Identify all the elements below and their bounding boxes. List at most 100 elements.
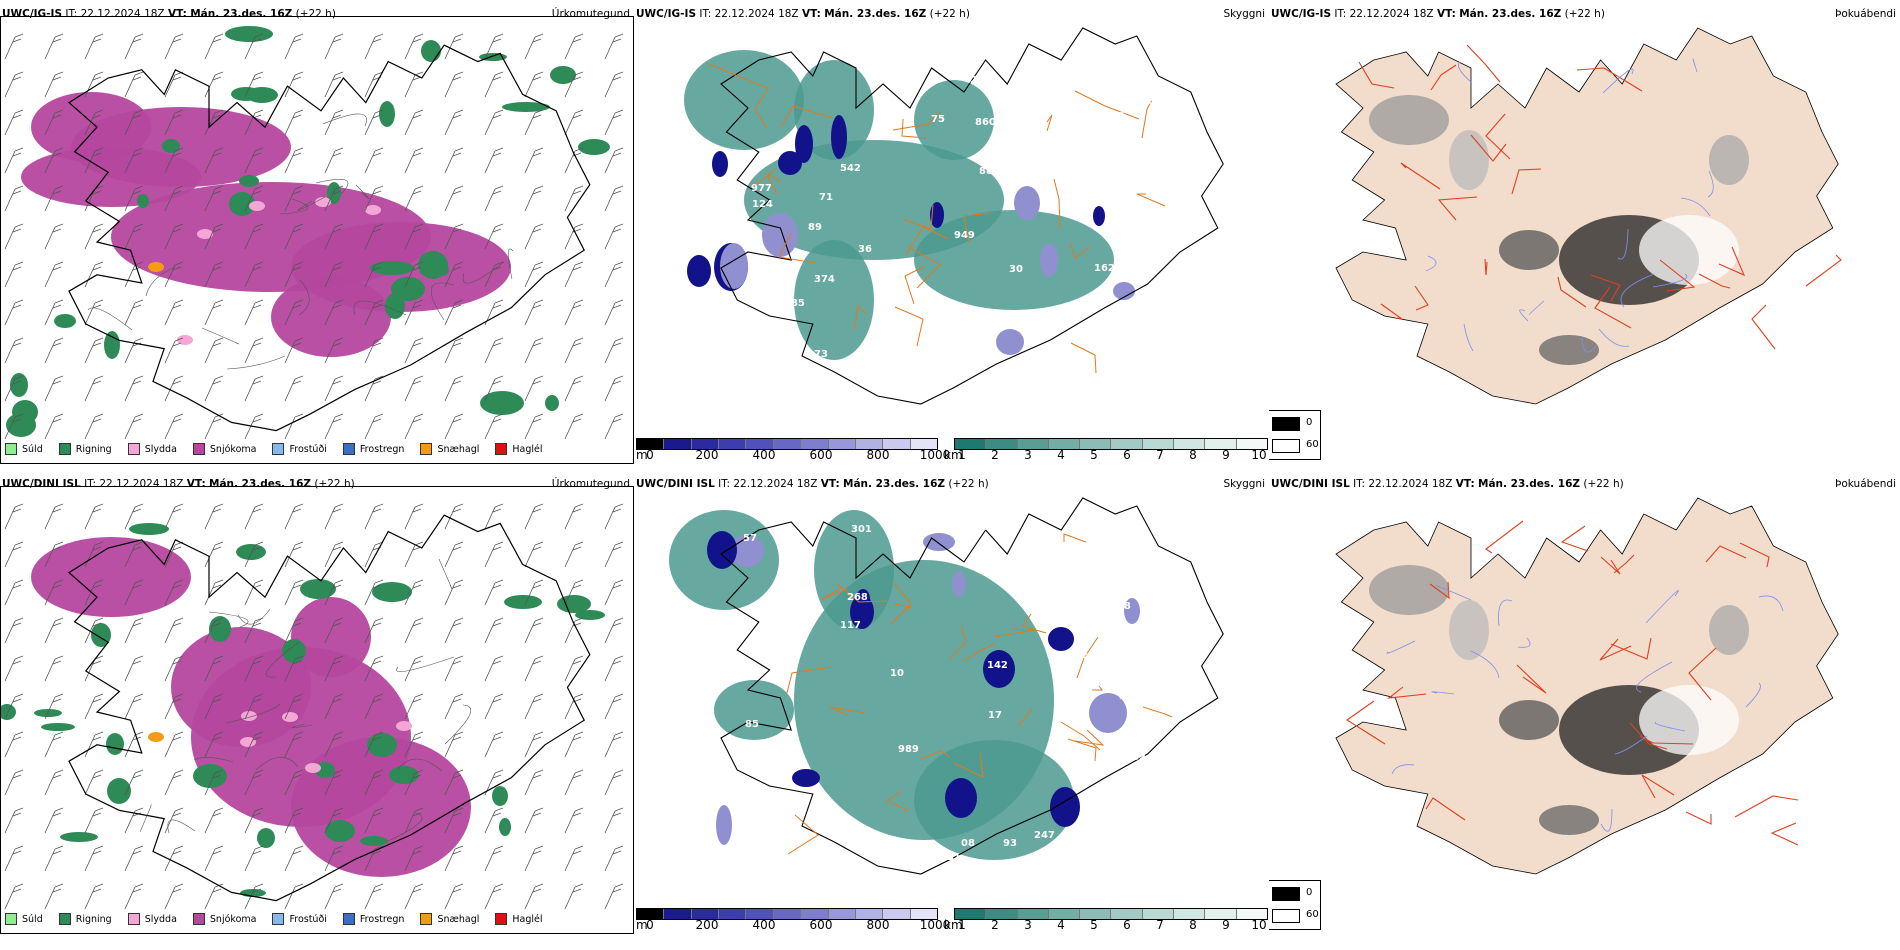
low-visibility-area — [814, 510, 894, 630]
legend-item-rigning: Rigning — [58, 913, 112, 925]
cloud-base-value: 137 — [992, 527, 1013, 538]
road-line — [1629, 722, 1668, 750]
wind-barb — [84, 413, 104, 440]
sleet-area — [315, 197, 331, 207]
cloud-base-value: 953 — [873, 65, 894, 76]
wind-barb — [124, 579, 144, 606]
wind-barb — [404, 147, 424, 174]
wind-barb — [44, 299, 64, 326]
wind-barb — [444, 71, 464, 98]
wind-barb — [204, 33, 224, 60]
contour-line — [291, 723, 313, 729]
fog-panel: UWC/DINI ISL IT: 22.12.2024 18Z VT: Mán.… — [1269, 470, 1900, 940]
wind-barb — [204, 731, 224, 758]
wind-barb — [4, 413, 24, 440]
wind-barb — [564, 883, 584, 910]
wind-barb — [84, 147, 104, 174]
wind-barb — [484, 731, 504, 758]
cloud-base-value: 247 — [1034, 830, 1055, 841]
road-line — [892, 111, 940, 131]
wind-barb — [204, 655, 224, 682]
wind-barb — [204, 617, 224, 644]
wind-barb — [44, 185, 64, 212]
road-line — [1718, 246, 1746, 277]
ceiling-bin — [801, 909, 829, 919]
wind-barb — [284, 579, 304, 606]
ceiling-bin — [828, 439, 856, 449]
wind-barb — [324, 147, 344, 174]
rain-area — [137, 194, 149, 208]
ceiling-tick: 200 — [695, 448, 719, 462]
fog-area — [1369, 565, 1449, 615]
river-line — [1470, 650, 1500, 679]
low-visibility-area — [914, 80, 994, 160]
contour-line — [396, 656, 455, 672]
panel-title: UWC/DINI ISL IT: 22.12.2024 18Z VT: Mán.… — [2, 478, 355, 490]
wind-barb — [284, 617, 304, 644]
precip-type-svg — [4, 26, 624, 440]
sleet-area — [305, 763, 321, 773]
cloud-base-value: 131 — [940, 852, 961, 863]
wind-barb — [484, 617, 504, 644]
cloud-base-value: 10 — [890, 668, 904, 679]
legend-label: Snjókoma — [209, 913, 257, 925]
wind-barb — [164, 71, 184, 98]
contour-line — [430, 282, 455, 321]
wind-barb — [524, 109, 544, 136]
rain-area — [162, 139, 180, 153]
panel-title: UWC/DINI ISL IT: 22.12.2024 18Z VT: Mán.… — [1271, 478, 1624, 490]
wind-barb — [84, 503, 104, 530]
contour-line — [139, 804, 152, 833]
wind-barb — [204, 185, 224, 212]
wind-barb — [84, 541, 104, 568]
visibility-tick: 5 — [1090, 918, 1098, 932]
low-ceiling-area — [952, 571, 966, 597]
river-line — [1598, 328, 1630, 347]
visibility-bin — [1174, 909, 1206, 919]
wind-barb — [324, 261, 344, 288]
visibility-tick: 3 — [1024, 918, 1032, 932]
wind-barb — [484, 375, 504, 402]
low-ceiling-area — [1093, 206, 1105, 226]
fog-area — [1369, 95, 1449, 145]
wind-barb — [204, 807, 224, 834]
rain-area — [372, 582, 412, 602]
fog-legend-label-60: 60 — [1306, 909, 1319, 920]
low-ceiling-area — [930, 202, 944, 228]
visibility-tick: 10 — [1251, 448, 1267, 462]
wind-barb — [124, 845, 144, 872]
ceiling-bin — [719, 439, 747, 449]
wind-barb — [284, 109, 304, 136]
cloud-base-value: 860 — [975, 117, 996, 128]
wind-barb — [564, 261, 584, 288]
legend-item-snjókoma: Snjókoma — [192, 913, 257, 925]
wind-barb — [4, 807, 24, 834]
wind-barb — [364, 375, 384, 402]
contour-line — [353, 300, 407, 316]
river-line — [1758, 595, 1784, 612]
visibility-tick: 1 — [958, 448, 966, 462]
wind-barb — [484, 693, 504, 720]
wind-barb — [364, 147, 384, 174]
legend-swatch — [495, 443, 508, 455]
wind-barb — [524, 71, 544, 98]
wind-barb — [364, 185, 384, 212]
road-line — [885, 790, 910, 812]
visibility-tick: 6 — [1123, 448, 1131, 462]
low-ceiling-area — [983, 650, 1015, 688]
wind-barb — [124, 503, 144, 530]
wind-barb — [364, 413, 384, 440]
wind-barb — [84, 807, 104, 834]
road-line — [1560, 525, 1589, 552]
rain-area — [193, 764, 227, 788]
ceiling-bin — [910, 909, 937, 919]
low-ceiling-area — [1124, 598, 1140, 624]
legend-label: Súld — [22, 913, 43, 925]
wind-barb — [404, 185, 424, 212]
wind-barb — [444, 413, 464, 440]
wind-barb — [244, 655, 264, 682]
wind-barb — [244, 185, 264, 212]
cloud-base-value: 133 — [1027, 322, 1048, 333]
wind-barb — [204, 299, 224, 326]
legend-swatch — [127, 443, 140, 455]
